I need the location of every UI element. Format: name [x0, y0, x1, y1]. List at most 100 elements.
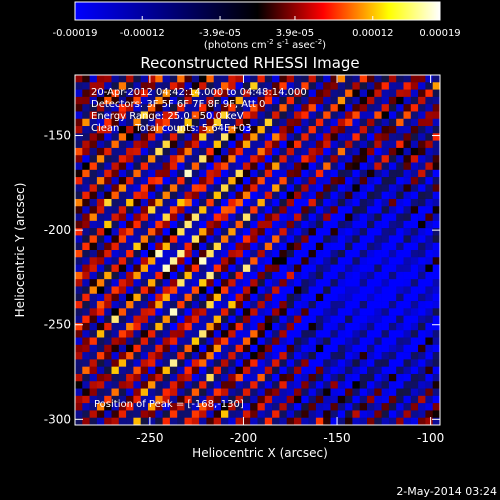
heatmap-cell	[96, 250, 105, 258]
heatmap-cell	[75, 75, 83, 83]
heatmap-cell	[432, 177, 441, 185]
heatmap-cell	[242, 140, 251, 149]
heatmap-cell	[294, 308, 302, 316]
heatmap-cell	[432, 293, 441, 302]
heatmap-cell	[206, 322, 214, 331]
heatmap-cell	[82, 410, 90, 419]
heatmap-cell	[133, 82, 141, 90]
heatmap-cell	[96, 169, 105, 178]
heatmap-cell	[169, 140, 178, 149]
heatmap-cell	[235, 104, 244, 112]
heatmap-cell	[250, 191, 258, 200]
heatmap-cell	[162, 162, 171, 171]
heatmap-cell	[410, 271, 419, 280]
heatmap-cell	[323, 301, 331, 309]
heatmap-cell	[330, 286, 339, 295]
heatmap-cell	[315, 147, 324, 156]
heatmap-cell	[425, 228, 433, 236]
heatmap-cell	[425, 250, 433, 258]
heatmap-cell	[191, 279, 200, 287]
heatmap-cell	[345, 373, 353, 382]
heatmap-cell	[89, 381, 98, 389]
heatmap-cell	[418, 388, 426, 397]
heatmap-cell	[286, 286, 295, 295]
heatmap-cell	[272, 177, 280, 185]
heatmap-cell	[184, 257, 193, 265]
heatmap-cell	[345, 104, 353, 112]
heatmap-cell	[396, 286, 404, 295]
heatmap-cell	[126, 257, 134, 265]
heatmap-cell	[301, 373, 309, 382]
heatmap-cell	[89, 228, 98, 236]
heatmap-cell	[228, 403, 236, 411]
heatmap-cell	[345, 352, 353, 360]
heatmap-cell	[169, 155, 178, 163]
heatmap-cell	[177, 126, 185, 134]
heatmap-cell	[345, 264, 353, 273]
heatmap-cell	[126, 366, 134, 375]
heatmap-cell	[308, 417, 317, 426]
heatmap-cell	[345, 395, 353, 404]
heatmap-cell	[367, 191, 375, 200]
heatmap-cell	[169, 257, 178, 265]
heatmap-cell	[381, 198, 390, 207]
heatmap-cell	[235, 293, 244, 302]
heatmap-cell	[264, 198, 273, 207]
heatmap-cell	[221, 133, 229, 141]
heatmap-cell	[294, 344, 302, 353]
heatmap-cell	[118, 111, 127, 120]
heatmap-cell	[191, 388, 200, 397]
heatmap-cell	[396, 118, 404, 127]
heatmap-cell	[96, 220, 105, 229]
heatmap-cell	[96, 388, 105, 397]
heatmap-cell	[345, 344, 353, 353]
heatmap-cell	[425, 104, 433, 112]
heatmap-cell	[206, 271, 214, 280]
heatmap-cell	[104, 322, 112, 331]
heatmap-cell	[184, 373, 193, 382]
heatmap-cell	[148, 403, 156, 411]
heatmap-cell	[213, 126, 222, 134]
heatmap-cell	[345, 271, 353, 280]
heatmap-cell	[169, 126, 178, 134]
heatmap-cell	[221, 235, 229, 244]
heatmap-cell	[388, 322, 397, 331]
heatmap-cell	[235, 126, 244, 134]
heatmap-cell	[118, 322, 127, 331]
heatmap-cell	[330, 96, 339, 105]
heatmap-cell	[272, 228, 280, 236]
heatmap-cell	[126, 344, 134, 353]
heatmap-cell	[308, 75, 317, 83]
heatmap-cell	[264, 162, 273, 171]
heatmap-cell	[155, 177, 163, 185]
heatmap-cell	[75, 271, 83, 280]
heatmap-cell	[228, 388, 236, 397]
heatmap-cell	[199, 235, 207, 244]
heatmap-cell	[403, 228, 412, 236]
heatmap-cell	[272, 308, 280, 316]
heatmap-cell	[191, 220, 200, 229]
heatmap-cell	[323, 271, 331, 280]
heatmap-cell	[330, 147, 339, 156]
heatmap-cell	[242, 322, 251, 331]
heatmap-cell	[104, 279, 112, 287]
heatmap-cell	[155, 82, 163, 90]
heatmap-cell	[396, 242, 404, 251]
heatmap-cell	[228, 118, 236, 127]
heatmap-cell	[418, 104, 426, 112]
heatmap-cell	[140, 308, 149, 316]
heatmap-cell	[140, 315, 149, 324]
heatmap-cell	[199, 279, 207, 287]
heatmap-cell	[403, 235, 412, 244]
heatmap-cell	[228, 315, 236, 324]
heatmap-cell	[403, 359, 412, 367]
heatmap-cell	[272, 235, 280, 244]
heatmap-cell	[104, 373, 112, 382]
heatmap-cell	[169, 293, 178, 302]
heatmap-cell	[257, 169, 266, 178]
colorbar-units: (photons cm-2 s-1 asec-2)	[204, 38, 326, 51]
heatmap-cell	[294, 359, 302, 367]
heatmap-cell	[315, 381, 324, 389]
heatmap-cell	[352, 147, 360, 156]
heatmap-cell	[184, 140, 193, 149]
